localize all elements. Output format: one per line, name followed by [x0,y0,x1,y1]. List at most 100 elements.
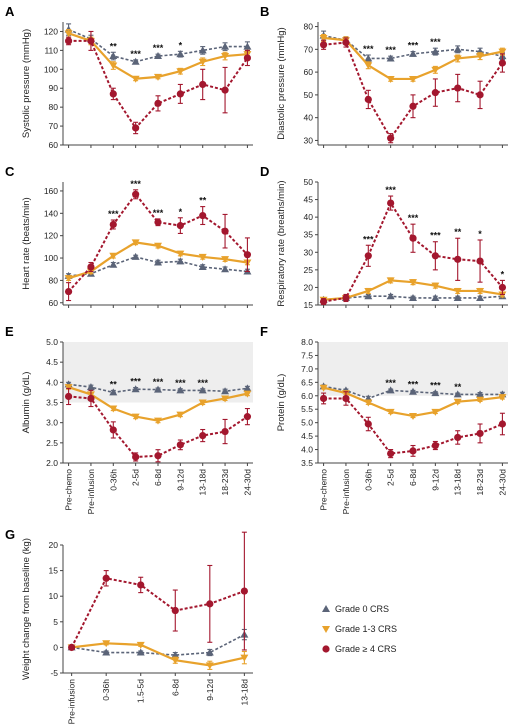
data-point [102,648,111,656]
data-point [476,390,485,398]
data-point [319,34,328,42]
series-grade13 [67,640,249,670]
data-point [364,292,373,300]
data-point [199,211,207,220]
y-tick-label: 40 [304,212,314,222]
data-point [243,390,252,398]
data-point [243,54,252,62]
series-grade4 [64,30,252,135]
data-point [154,417,162,425]
data-point [386,54,395,62]
data-point [221,265,230,273]
y-tick-label: 40 [304,113,314,123]
data-point [409,75,417,83]
data-point [176,411,185,419]
y-tick-label: 3.0 [46,418,58,428]
data-point [453,293,462,301]
data-point [132,190,140,198]
significance-marker: *** [130,377,141,387]
y-tick-label: 70 [49,121,59,131]
data-point [176,250,185,258]
data-point [387,134,395,142]
significance-marker: *** [153,377,164,387]
series-line [323,200,504,303]
data-point [454,255,462,263]
data-point [154,52,162,60]
data-point [431,389,440,397]
y-axis-label: Albumin (g/dL) [21,372,32,434]
data-point [64,275,73,283]
series-line [68,395,248,458]
y-tick-label: 4.5 [46,357,58,367]
data-point [387,199,395,207]
data-point [176,257,185,265]
series-grade13 [319,277,507,304]
significance-marker: *** [408,213,419,223]
y-tick-label: 30 [304,247,314,257]
panel-letter: C [5,164,15,179]
data-point [109,52,118,60]
series-line [70,577,245,648]
data-point [431,252,439,260]
y-tick-label: 90 [49,83,59,93]
y-axis-label: Systolic pressure (mmHg) [21,29,32,138]
data-point [154,452,162,460]
significance-marker: *** [175,378,186,388]
data-point [221,427,229,436]
data-point [131,252,140,260]
y-tick-label: 35 [304,230,314,240]
data-point [221,227,229,235]
data-point [64,392,73,401]
data-point [364,62,373,70]
y-tick-label: 60 [49,140,59,150]
data-point [109,405,118,413]
panel-letter: F [260,324,268,339]
y-tick-label: 80 [304,22,314,32]
significance-marker: *** [197,378,208,388]
data-point [243,384,252,392]
y-tick-label: 0 [53,642,58,652]
significance-marker: *** [385,45,396,55]
x-tick-label: Pre-chemo [64,469,74,511]
data-point [206,600,214,608]
data-point [364,287,373,295]
data-point [342,38,350,47]
data-point [154,242,162,250]
data-point [431,66,440,74]
data-point [221,387,230,395]
legend-marker [322,626,330,633]
data-point [476,91,484,99]
data-point [409,412,417,420]
y-tick-label: 10 [49,591,59,601]
data-point [431,282,440,290]
y-tick-label: 6.0 [301,391,313,401]
data-point [221,86,229,94]
data-point [154,218,162,226]
significance-marker: ** [110,41,118,51]
y-tick-label: 100 [44,64,58,74]
y-axis-label: Diastolic pressure (mmHg) [276,27,287,139]
panel-e: E 2.0 2.5 3.0 3.5 4.0 4.5 5.0 Albumin (g/dL) Pre-… [5,324,253,514]
data-point [86,383,95,391]
significance-marker: ** [199,196,207,206]
data-point [409,234,417,242]
x-tick-label: 9-12d [175,469,185,491]
series-line [71,633,245,656]
data-point [109,62,118,70]
significance-marker: *** [430,381,441,391]
data-point [243,413,252,421]
data-point [243,251,252,259]
data-point [498,59,507,67]
data-point [453,287,462,295]
data-point [454,84,462,92]
series-line [68,39,249,130]
data-point [198,399,207,407]
series-grade0 [319,382,507,402]
series-line [71,642,245,667]
data-point [409,49,417,57]
data-point [409,447,417,455]
data-point [109,426,117,434]
data-point [498,283,507,292]
data-point [364,54,373,62]
significance-marker: * [501,269,505,279]
